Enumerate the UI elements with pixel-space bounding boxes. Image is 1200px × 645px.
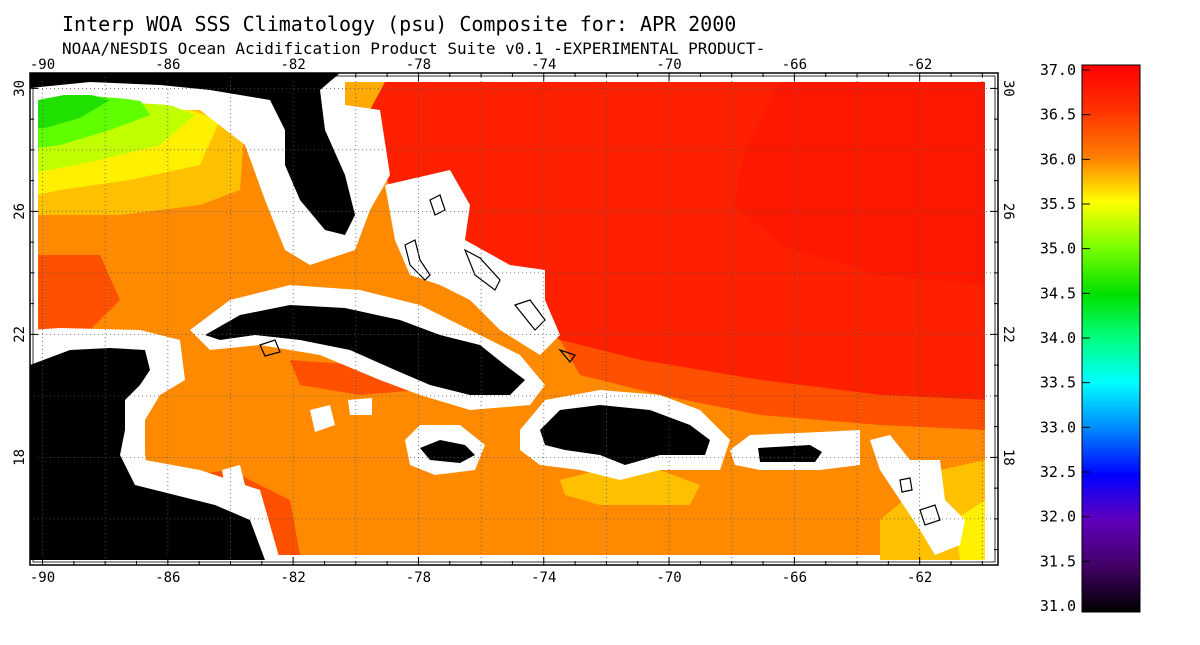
hispaniola-land <box>540 405 710 465</box>
lon-tick-label-top: -78 <box>406 57 431 73</box>
land-masses <box>30 73 822 560</box>
lon-tick-label-bottom: -74 <box>531 570 556 586</box>
lon-tick-label-top: -70 <box>656 57 681 73</box>
salinity-field <box>30 73 985 560</box>
lon-tick-label-bottom: -62 <box>907 570 932 586</box>
yucatan-land <box>30 348 265 560</box>
plot-inner-frame <box>32 75 996 563</box>
lon-tick-label-bottom: -70 <box>656 570 681 586</box>
colorbar-tick-label: 32.0 <box>1040 508 1076 526</box>
lat-tick-label-right: 18 <box>1000 449 1016 466</box>
sss-zone-35-7-caribbean <box>560 470 700 505</box>
lon-tick-label-top: -82 <box>280 57 305 73</box>
sss-zone-35-5-east <box>955 500 985 560</box>
lat-tick-label-left: 26 <box>12 203 28 220</box>
colorbar-tick-label: 37.0 <box>1040 61 1076 79</box>
jamaica-land <box>420 440 475 463</box>
lat-tick-label-right: 26 <box>1000 203 1016 220</box>
lon-tick-label-bottom: -90 <box>30 570 55 586</box>
lat-axis-left: 30 26 22 18 <box>12 80 38 551</box>
lat-tick-label-left: 18 <box>12 449 28 466</box>
lon-tick-label-bottom: -82 <box>280 570 305 586</box>
map-subtitle: NOAA/NESDIS Ocean Acidification Product … <box>62 39 766 58</box>
colorbar-tick-label: 31.5 <box>1040 552 1076 570</box>
sss-zone-34-0-gulf <box>38 92 110 128</box>
map-title: Interp WOA SSS Climatology (psu) Composi… <box>62 12 737 36</box>
colorbar-labels: 37.0 36.5 36.0 35.5 35.0 34.5 34.0 33.5 33.0 32.5… <box>1040 61 1090 615</box>
sss-zone-36-2-cayman <box>290 360 420 395</box>
lon-tick-label-bottom: -66 <box>782 570 807 586</box>
colorbar-tick-label: 31.0 <box>1040 597 1076 615</box>
lon-axis-top: -90 -86 -82 -78 -74 -70 -66 -62 <box>30 57 983 81</box>
lon-tick-label-top: -74 <box>531 57 556 73</box>
lat-axis-right: 30 26 22 18 <box>990 80 1016 551</box>
colorbar-tick-label: 33.5 <box>1040 374 1076 392</box>
sss-zone-35-7-north <box>345 82 385 110</box>
lon-tick-label-top: -90 <box>30 57 55 73</box>
lon-tick-label-bottom: -86 <box>155 570 180 586</box>
cuba-land <box>205 305 525 395</box>
colorbar-tick-label: 34.0 <box>1040 329 1076 347</box>
plot-frame <box>29 72 999 566</box>
lon-tick-label-bottom: -78 <box>406 570 431 586</box>
lat-tick-label-left: 22 <box>12 326 28 343</box>
sss-zone-36-6 <box>735 82 985 285</box>
colorbar <box>1081 64 1141 613</box>
colorbar-tick-label: 36.0 <box>1040 150 1076 168</box>
sss-zone-36-2-gulf <box>38 255 120 335</box>
sss-zone-36-2 <box>560 340 985 430</box>
map-gridlines <box>30 73 998 565</box>
lon-tick-label-top: -86 <box>155 57 180 73</box>
lon-axis-bottom: -90 -86 -82 -78 -74 -70 -66 -62 <box>30 557 983 586</box>
florida-land <box>30 73 355 235</box>
lat-tick-label-right: 30 <box>1000 80 1016 97</box>
colorbar-tick-label: 32.5 <box>1040 463 1076 481</box>
lon-tick-label-top: -62 <box>907 57 932 73</box>
lat-tick-label-right: 22 <box>1000 326 1016 343</box>
colorbar-tick-label: 35.0 <box>1040 240 1076 258</box>
colorbar-tick-label: 36.5 <box>1040 106 1076 124</box>
lon-tick-label-top: -66 <box>782 57 807 73</box>
colorbar-tick-label: 34.5 <box>1040 284 1076 302</box>
puerto-rico-land <box>758 445 822 462</box>
bahamas-outlines <box>259 194 941 526</box>
colorbar-tick-label: 33.0 <box>1040 418 1076 436</box>
colorbar-tick-label: 35.5 <box>1040 195 1076 213</box>
lat-tick-label-left: 30 <box>12 80 28 97</box>
